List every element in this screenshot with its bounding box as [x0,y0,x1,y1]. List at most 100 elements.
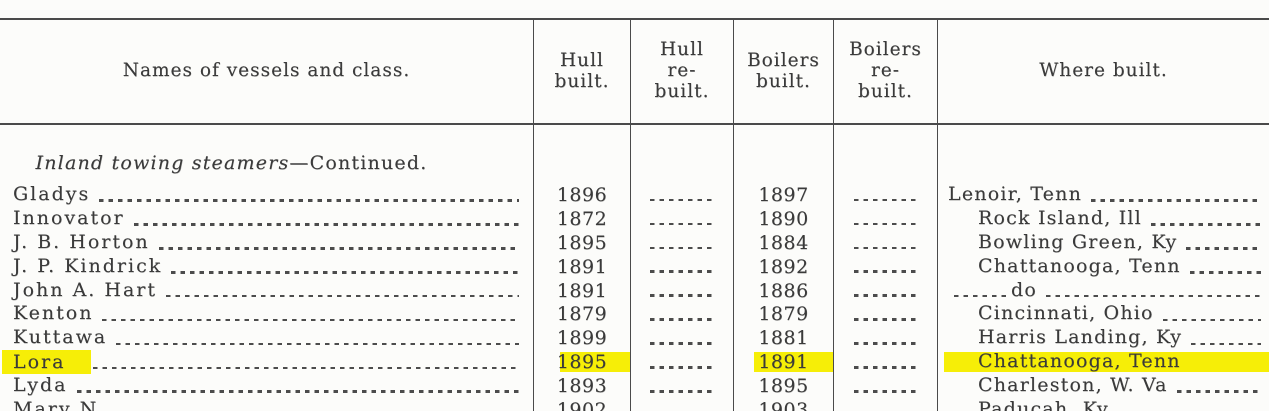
section-header: Inland towing steamers—Continued. [0,125,533,183]
hull-built-cell: 1896 [533,183,630,207]
boilers-built-cell: 1895 [733,374,833,399]
dotted-leader [853,366,918,369]
dotted-leader [1189,270,1261,274]
boilers-built-cell: 1891 [733,350,833,375]
where-built-value: Cincinnati, Ohio [978,302,1154,325]
dotted-leader [1186,247,1261,250]
boilers-built-value: 1881 [758,327,809,350]
dotted-leader [171,270,519,274]
hull-built-cell: 1902 [533,398,630,411]
dotted-leader [74,366,519,370]
vessel-name: Gladys [13,183,91,205]
hull-built-cell: 1891 [533,278,630,303]
where-built-cell: Lenoir, Tenn [937,183,1269,207]
dotted-leader [853,222,918,226]
vessel-name: John A. Hart [13,278,157,301]
dotted-leader [1150,223,1261,226]
vessel-name-cell: Innovator [0,207,533,231]
dotted-leader [116,342,519,346]
dotted-leader [1189,366,1261,370]
where-built-cell: Charleston, W. Va [937,374,1269,399]
vessel-name-cell: Kenton [0,302,533,326]
dotted-leader [1091,199,1261,202]
hull-built-value: 1891 [556,279,608,302]
vessel-name: Lyda [13,374,68,397]
where-built-cell: Cincinnati, Ohio [937,302,1269,327]
boilers-rebuilt-cell [833,398,937,411]
vessel-name-cell: Mary N [0,398,533,411]
vessel-name: Innovator [13,206,125,229]
column-header-hull-rebuilt: Hull re- built. [630,20,733,123]
where-built-value: Chattanooga, Tenn [978,254,1181,277]
hull-built-cell: 1895 [533,350,630,375]
boilers-rebuilt-cell [833,350,937,375]
vessel-name: J. B. Horton [13,230,150,253]
hull-built-value: 1896 [556,184,608,206]
table-row: Lora 1895 1891 Chattanooga, Tenn [0,350,1269,375]
dotted-leader [158,247,519,250]
vessel-name: J. P. Kindrick [13,254,163,277]
hull-built-value: 1902 [556,399,608,411]
boilers-built-value: 1903 [758,399,809,411]
boilers-built-cell: 1881 [733,326,833,351]
hull-rebuilt-cell [630,302,733,327]
hull-rebuilt-cell [630,254,733,279]
hull-rebuilt-cell [630,230,733,255]
table-body: Gladys 1896 1897 Lenoir, Tenn Innovator … [0,183,1269,411]
table-row: Kuttawa 1899 1881 Harris Landing, Ky [0,326,1269,351]
section-header-italic: Inland towing steamers [35,152,290,174]
hull-built-value: 1895 [556,351,608,374]
section-header-row: Inland towing steamers—Continued. [0,125,1269,183]
boilers-built-cell: 1886 [733,278,833,303]
vessel-name-cell: Kuttawa [0,326,533,350]
boilers-rebuilt-cell [833,326,937,351]
boilers-built-value: 1886 [758,279,809,302]
where-built-value: Chattanooga, Tenn [978,350,1181,373]
vessel-name: Kuttawa [13,326,108,349]
vessel-name-cell: J. P. Kindrick [0,255,533,279]
dotted-leader [1191,342,1261,346]
where-built-cell: Chattanooga, Tenn [937,350,1269,375]
table-row: Gladys 1896 1897 Lenoir, Tenn [0,183,1269,207]
hull-rebuilt-cell [630,350,733,375]
vessel-name-cell: John A. Hart [0,279,533,303]
dotted-leader [954,294,1006,298]
hull-built-value: 1895 [556,231,608,254]
vessel-name: Mary N [13,398,99,411]
boilers-rebuilt-cell [833,230,937,255]
where-built-cell: Harris Landing, Ky [937,326,1269,351]
hull-rebuilt-cell [630,183,733,207]
dotted-leader [650,270,714,274]
hull-built-cell: 1891 [533,254,630,279]
hull-rebuilt-cell [630,206,733,231]
boilers-rebuilt-cell [833,374,937,399]
boilers-built-cell: 1884 [733,230,833,255]
dotted-leader [650,198,714,202]
dotted-leader [853,318,918,321]
where-built-value: Paducah, Ky [978,398,1109,411]
boilers-built-value: 1879 [758,303,809,326]
boilers-rebuilt-cell [833,278,937,303]
boilers-built-value: 1884 [758,231,809,254]
boilers-rebuilt-cell [833,206,937,231]
dotted-leader [853,270,918,274]
hull-rebuilt-cell [630,374,733,399]
dotted-leader [165,294,519,298]
boilers-built-cell: 1897 [733,183,833,207]
column-header-where-built: Where built. [937,20,1269,123]
where-built-cell: Rock Island, Ill [937,206,1269,231]
table-row: J. B. Horton 1895 1884 Bowling Green, Ky [0,230,1269,255]
dotted-leader [1046,294,1261,298]
boilers-built-cell: 1903 [733,398,833,411]
boilers-rebuilt-cell [833,302,937,327]
boilers-built-cell: 1892 [733,254,833,279]
empty-cell [733,125,833,183]
boilers-built-value: 1895 [758,375,809,398]
hull-built-cell: 1879 [533,302,630,327]
table-row: Lyda 1893 1895 Charleston, W. Va [0,374,1269,399]
dotted-leader [853,342,918,345]
dotted-leader [853,246,918,250]
where-built-value: Rock Island, Ill [978,206,1142,229]
dotted-leader [853,198,918,202]
